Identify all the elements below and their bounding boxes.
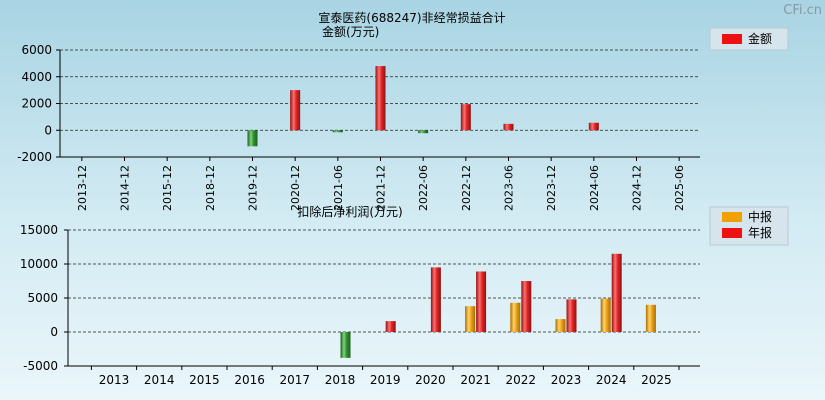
chart-2-title: 扣除后净利润(万元) bbox=[297, 204, 402, 219]
bar-annual bbox=[340, 332, 351, 358]
bar-annual bbox=[430, 267, 441, 332]
chart-1-legend-box bbox=[709, 27, 789, 51]
bar-interim bbox=[645, 304, 656, 332]
chart-1: 宣泰医药(688247)非经常损益合计 金额(万元) -2000 0 2000 400… bbox=[17, 10, 789, 211]
chart-1-legend: 金额 bbox=[709, 27, 789, 51]
chart-1-title: 宣泰医药(688247)非经常损益合计 bbox=[318, 10, 505, 25]
x-tick-label: 2020 bbox=[415, 373, 446, 387]
legend-swatch-annual bbox=[722, 228, 742, 238]
x-tick-label: 2015-12 bbox=[161, 165, 174, 211]
bar-amount bbox=[375, 66, 386, 131]
x-tick-label: 2025-06 bbox=[673, 165, 686, 211]
chart-2-gridlines bbox=[68, 229, 700, 333]
y-tick-label: 2000 bbox=[21, 97, 52, 111]
y-tick-label: 15000 bbox=[20, 223, 58, 237]
bar-annual bbox=[566, 299, 577, 332]
x-tick-label: 2016 bbox=[234, 373, 265, 387]
legend-label-interim: 中报 bbox=[748, 209, 772, 224]
bar-amount bbox=[503, 123, 514, 131]
x-tick-label: 2013-12 bbox=[76, 165, 89, 211]
chart-2-legend: 中报 年报 bbox=[709, 206, 789, 246]
bar-interim bbox=[510, 302, 521, 332]
x-tick-label: 2018 bbox=[325, 373, 356, 387]
x-tick-label: 2022-12 bbox=[460, 165, 473, 211]
y-tick-label: 0 bbox=[50, 325, 58, 339]
bar-annual bbox=[521, 281, 532, 332]
chart-1-x-ticks: 2013-12 2014-12 2015-12 2018-12 2019-12 2020-… bbox=[76, 157, 686, 211]
chart-2-y-ticks: -5000 0 5000 10000 15000 bbox=[20, 223, 68, 373]
y-tick-label: 6000 bbox=[21, 43, 52, 57]
legend-label-amount: 金额 bbox=[748, 31, 772, 46]
y-tick-label: 4000 bbox=[21, 70, 52, 84]
x-tick-label: 2021 bbox=[460, 373, 491, 387]
watermark: CFi.cn bbox=[783, 3, 822, 18]
x-tick-label: 2022 bbox=[506, 373, 537, 387]
bar-annual bbox=[476, 271, 487, 332]
x-tick-label: 2024-06 bbox=[588, 165, 601, 211]
chart-1-ylabel: 金额(万元) bbox=[322, 24, 379, 39]
bar-amount bbox=[332, 130, 343, 133]
y-tick-label: -2000 bbox=[17, 150, 52, 164]
chart-1-y-ticks: -2000 0 2000 4000 6000 bbox=[17, 43, 60, 164]
x-tick-label: 2015 bbox=[189, 373, 220, 387]
bar-annual bbox=[611, 253, 622, 332]
bar-amount bbox=[460, 104, 471, 131]
y-tick-label: -5000 bbox=[23, 359, 58, 373]
x-tick-label: 2024 bbox=[596, 373, 627, 387]
bar-amount bbox=[588, 122, 599, 131]
x-tick-label: 2014 bbox=[144, 373, 175, 387]
x-tick-label: 2023 bbox=[551, 373, 582, 387]
x-tick-label: 2024-12 bbox=[631, 165, 644, 211]
legend-swatch-interim bbox=[722, 212, 742, 222]
y-tick-label: 5000 bbox=[27, 291, 58, 305]
y-tick-label: 0 bbox=[44, 123, 52, 137]
x-tick-label: 2025 bbox=[641, 373, 672, 387]
bar-annual bbox=[385, 321, 396, 332]
legend-swatch-amount bbox=[722, 34, 742, 44]
legend-label-annual: 年报 bbox=[748, 225, 772, 240]
bar-interim bbox=[555, 319, 566, 332]
x-tick-label: 2020-12 bbox=[289, 165, 302, 211]
bar-amount bbox=[418, 130, 429, 134]
x-tick-label: 2019 bbox=[370, 373, 401, 387]
bar-amount bbox=[290, 90, 301, 131]
x-tick-label: 2021-06 bbox=[332, 165, 345, 211]
chart-2: 扣除后净利润(万元) -5000 0 5000 10000 15000 2013 2014… bbox=[20, 204, 789, 387]
bar-amount bbox=[247, 130, 258, 147]
x-tick-label: 2014-12 bbox=[119, 165, 132, 211]
x-tick-label: 2017 bbox=[280, 373, 311, 387]
x-tick-label: 2019-12 bbox=[247, 165, 260, 211]
x-tick-label: 2023-06 bbox=[503, 165, 516, 211]
x-tick-label: 2023-12 bbox=[545, 165, 558, 211]
x-tick-label: 2022-06 bbox=[417, 165, 430, 211]
chart-1-bars bbox=[247, 66, 599, 147]
x-tick-label: 2013 bbox=[99, 373, 130, 387]
x-tick-label: 2021-12 bbox=[375, 165, 388, 211]
bar-interim bbox=[465, 306, 476, 332]
y-tick-label: 10000 bbox=[20, 257, 58, 271]
bar-interim bbox=[600, 298, 611, 332]
chart-2-bars bbox=[340, 253, 656, 358]
x-tick-label: 2018-12 bbox=[204, 165, 217, 211]
chart-2-x-ticks: 2013 2014 2015 2016 2017 2018 2019 2020 2021 2022… bbox=[90, 366, 680, 387]
